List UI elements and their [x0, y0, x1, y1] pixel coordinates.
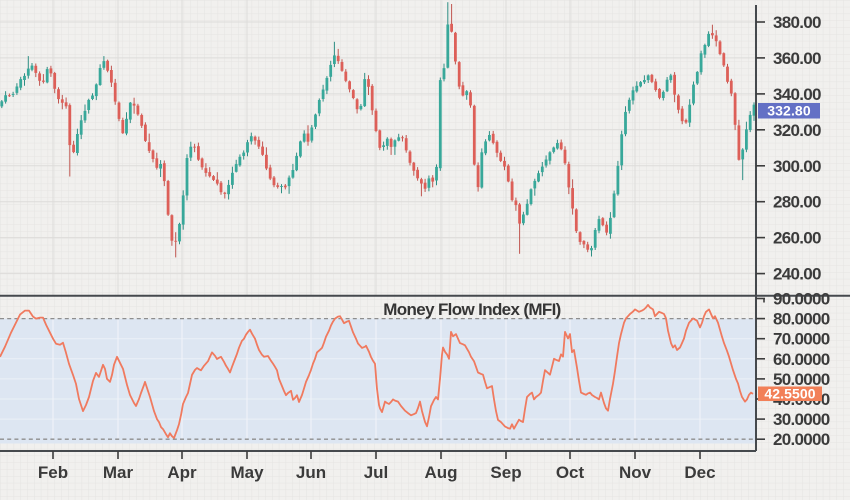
svg-text:280.00: 280.00 — [773, 193, 821, 212]
svg-text:240.00: 240.00 — [773, 265, 821, 284]
svg-text:Dec: Dec — [684, 463, 715, 482]
svg-text:260.00: 260.00 — [773, 229, 821, 248]
svg-text:90.0000: 90.0000 — [773, 290, 830, 309]
svg-text:Nov: Nov — [619, 463, 652, 482]
svg-text:30.0000: 30.0000 — [773, 410, 830, 429]
svg-text:300.00: 300.00 — [773, 157, 821, 176]
svg-text:80.0000: 80.0000 — [773, 310, 830, 329]
svg-text:Money Flow Index (MFI): Money Flow Index (MFI) — [383, 300, 560, 319]
svg-text:340.00: 340.00 — [773, 85, 821, 104]
svg-text:Sep: Sep — [490, 463, 521, 482]
svg-text:50.0000: 50.0000 — [773, 370, 830, 389]
svg-text:May: May — [230, 463, 264, 482]
svg-text:Oct: Oct — [556, 463, 585, 482]
svg-text:70.0000: 70.0000 — [773, 330, 830, 349]
svg-text:380.00: 380.00 — [773, 13, 821, 32]
svg-text:20.0000: 20.0000 — [773, 430, 830, 449]
svg-text:Aug: Aug — [424, 463, 457, 482]
svg-text:42.5500: 42.5500 — [764, 386, 815, 402]
svg-text:Apr: Apr — [167, 463, 197, 482]
svg-text:Mar: Mar — [103, 463, 134, 482]
svg-text:Feb: Feb — [38, 463, 68, 482]
svg-text:Jun: Jun — [296, 463, 326, 482]
svg-text:360.00: 360.00 — [773, 49, 821, 68]
svg-text:320.00: 320.00 — [773, 121, 821, 140]
svg-text:332.80: 332.80 — [767, 103, 811, 119]
svg-text:60.0000: 60.0000 — [773, 350, 830, 369]
svg-text:Jul: Jul — [364, 463, 389, 482]
